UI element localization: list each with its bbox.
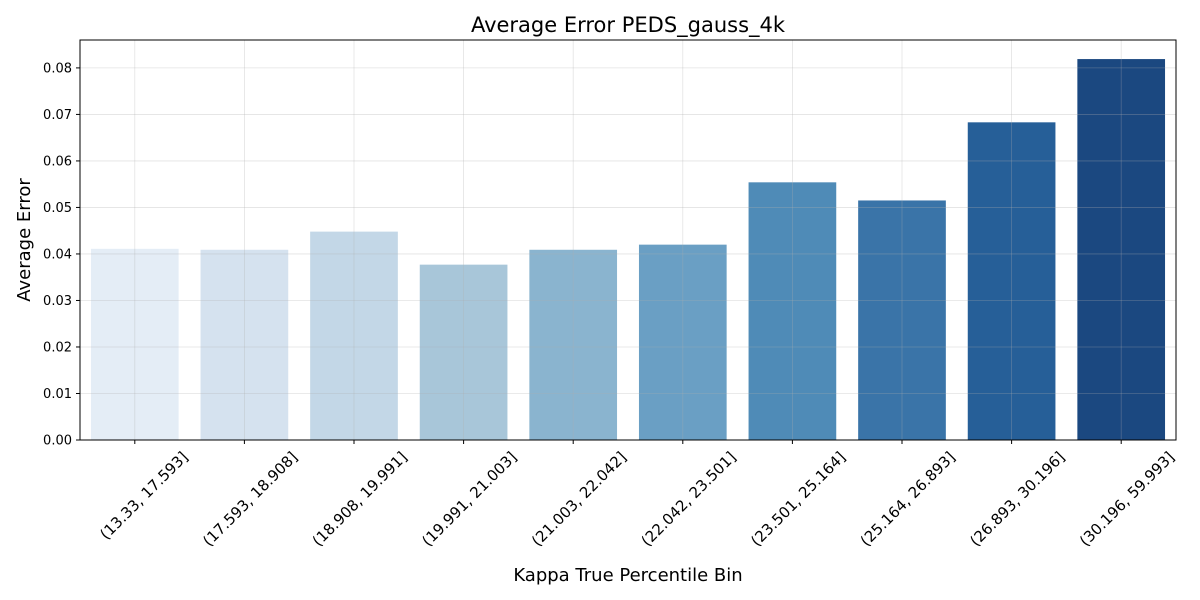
x-tick-label: (25.164, 26.893] [857, 448, 959, 550]
bar-3 [310, 231, 398, 440]
y-tick-label: 0.07 [43, 108, 72, 123]
x-tick-label: (23.501, 25.164] [747, 448, 849, 550]
x-tick-label: (30.196, 59.993] [1076, 448, 1178, 550]
y-tick-label: 0.04 [43, 247, 72, 262]
x-tick-label: (21.003, 22.042] [528, 448, 630, 550]
y-tick-label: 0.05 [43, 201, 72, 216]
y-tick-label: 0.00 [43, 434, 72, 449]
bar-7 [748, 182, 837, 441]
x-tick-label: (13.33, 17.593] [96, 448, 191, 543]
bar-4 [419, 264, 508, 440]
x-tick-label: (22.042, 23.501] [638, 448, 740, 550]
y-tick-label: 0.06 [43, 154, 72, 169]
x-axis-label: Kappa True Percentile Bin [513, 565, 742, 586]
x-axis-ticks: (13.33, 17.593] (17.593, 18.908] (18.908, … [96, 440, 1178, 550]
y-tick-label: 0.02 [43, 340, 72, 355]
y-axis-label: Average Error [14, 178, 35, 302]
bar-8 [858, 200, 946, 440]
y-tick-label: 0.01 [43, 387, 72, 402]
y-tick-label: 0.08 [43, 61, 72, 76]
x-tick-label: (18.908, 19.991] [309, 448, 411, 550]
bar-10 [1077, 59, 1166, 441]
plot-frame [79, 39, 1177, 441]
bar-1 [90, 248, 179, 440]
x-tick-label: (19.991, 21.003] [418, 448, 520, 550]
x-tick-label: (17.593, 18.908] [199, 448, 301, 550]
bar-9 [967, 122, 1056, 440]
bar-5 [529, 249, 618, 440]
grid-overlay [80, 40, 1176, 441]
y-axis-ticks: 0.00 0.01 0.02 0.03 0.04 0.05 0.06 0.07 0.08 [43, 61, 80, 449]
bars [90, 59, 1166, 441]
x-tick-label: (26.893, 30.196] [966, 448, 1068, 550]
chart-title: Average Error PEDS_gauss_4k [471, 13, 786, 38]
bar-6 [638, 244, 727, 440]
bar-2 [200, 249, 289, 440]
y-tick-label: 0.03 [43, 294, 72, 309]
